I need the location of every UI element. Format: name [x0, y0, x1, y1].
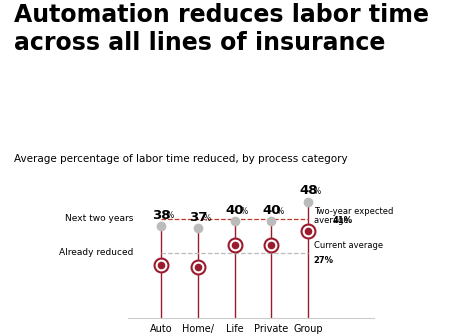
Text: %: %	[240, 207, 247, 216]
Text: 38: 38	[152, 209, 170, 222]
Text: %: %	[166, 211, 174, 220]
Text: Current average: Current average	[314, 241, 383, 250]
Text: %: %	[277, 207, 284, 216]
Text: average: average	[314, 216, 351, 225]
Text: Automation reduces labor time
across all lines of insurance: Automation reduces labor time across all…	[14, 3, 429, 55]
Text: %: %	[314, 187, 321, 196]
Text: 48: 48	[299, 185, 318, 197]
Text: 40: 40	[226, 204, 244, 217]
Text: %: %	[203, 214, 210, 223]
Text: 27%: 27%	[314, 256, 334, 265]
Text: 37: 37	[189, 211, 207, 224]
Text: Average percentage of labor time reduced, by process category: Average percentage of labor time reduced…	[14, 154, 348, 164]
Text: Next two years: Next two years	[65, 214, 134, 223]
Text: 40: 40	[262, 204, 281, 217]
Text: Two-year expected: Two-year expected	[314, 207, 393, 216]
Text: 41%: 41%	[333, 216, 353, 225]
Text: Already reduced: Already reduced	[59, 248, 134, 257]
